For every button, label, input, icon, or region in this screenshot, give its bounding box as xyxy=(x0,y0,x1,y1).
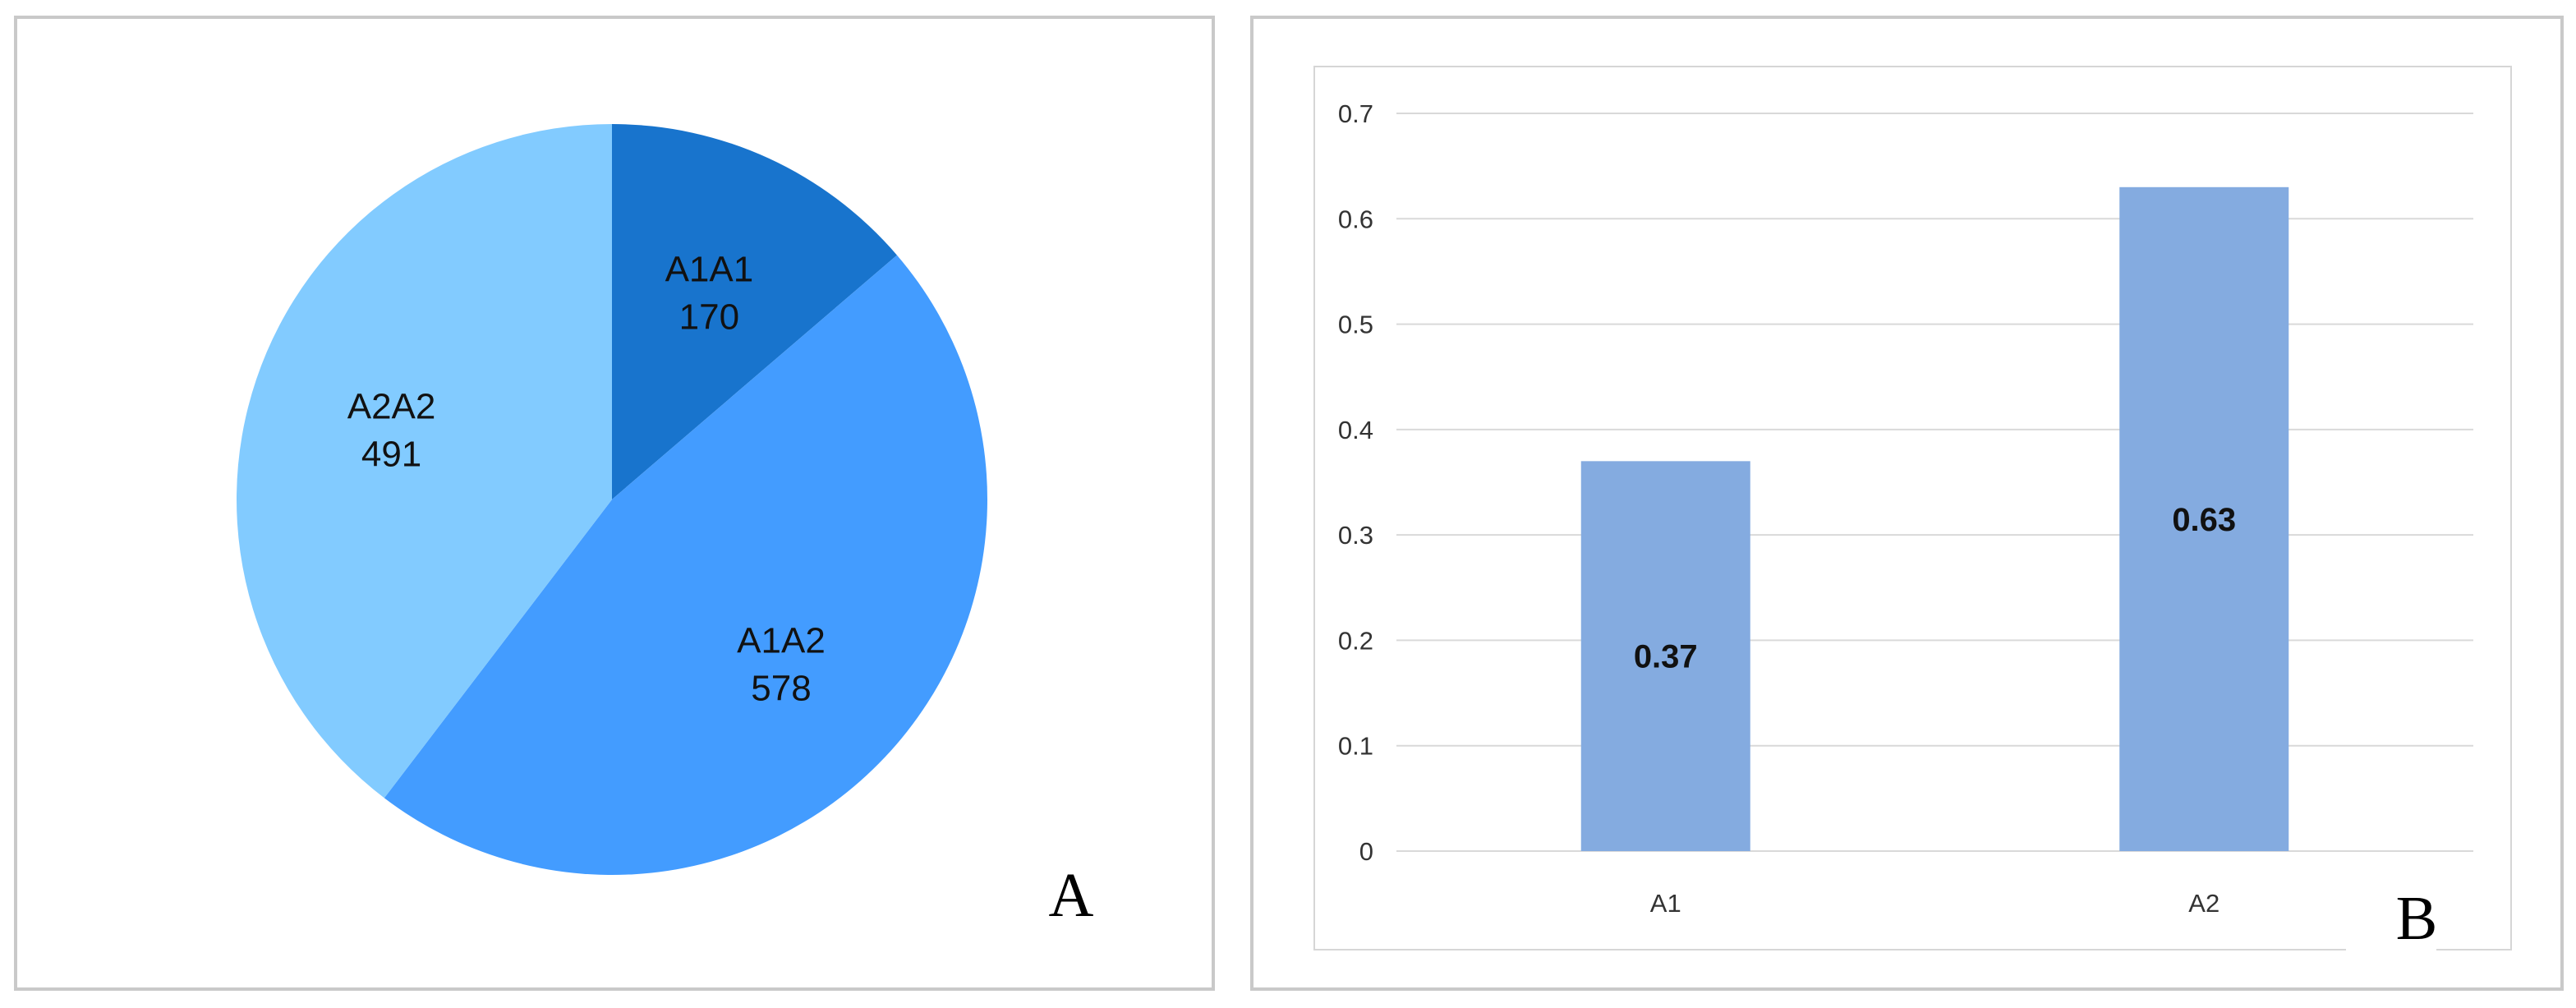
panel-b-letter: B xyxy=(2396,884,2438,953)
pie-chart: A1A1 170 A1A2 578 A2A2 491 xyxy=(236,124,988,876)
y-tick-label: 0.1 xyxy=(1338,732,1373,761)
pie-slice-a2a2 xyxy=(236,124,612,799)
pie-label-name: A2A2 xyxy=(347,386,436,426)
bar-a1 xyxy=(1580,461,1750,851)
y-tick-label: 0.5 xyxy=(1338,311,1373,339)
y-tick-label: 0.4 xyxy=(1338,416,1373,444)
y-tick-label: 0.3 xyxy=(1338,521,1373,550)
pie-label-name: A1A2 xyxy=(737,621,826,661)
pie-label-value: 578 xyxy=(751,669,811,709)
y-tick-label: 0.6 xyxy=(1338,205,1373,233)
bar-value-label: 0.63 xyxy=(2172,502,2236,538)
legend-gap xyxy=(2346,928,2436,961)
y-tick-label: 0.2 xyxy=(1338,626,1373,655)
bar-a2 xyxy=(2119,186,2289,852)
pie-label-value: 170 xyxy=(679,297,739,338)
y-tick-label: 0.7 xyxy=(1338,99,1373,128)
pie-label-name: A1A1 xyxy=(665,250,754,290)
pie-label-value: 491 xyxy=(361,434,421,474)
bar-chart: 0 0.1 0.2 0.3 0.4 0.5 0.6 0.7 0.37 A1 0.63 A2 xyxy=(1338,99,2473,918)
pie-slice-a1a2 xyxy=(384,255,988,876)
panel-a-letter: A xyxy=(1049,861,1094,930)
bar-value-label: 0.37 xyxy=(1634,639,1698,675)
x-tick-label: A2 xyxy=(2188,889,2220,918)
y-tick-label: 0 xyxy=(1359,837,1373,866)
x-tick-label: A1 xyxy=(1650,889,1681,918)
plot-area-frame xyxy=(1313,66,2512,950)
pie-slice-a1a1 xyxy=(612,124,897,499)
